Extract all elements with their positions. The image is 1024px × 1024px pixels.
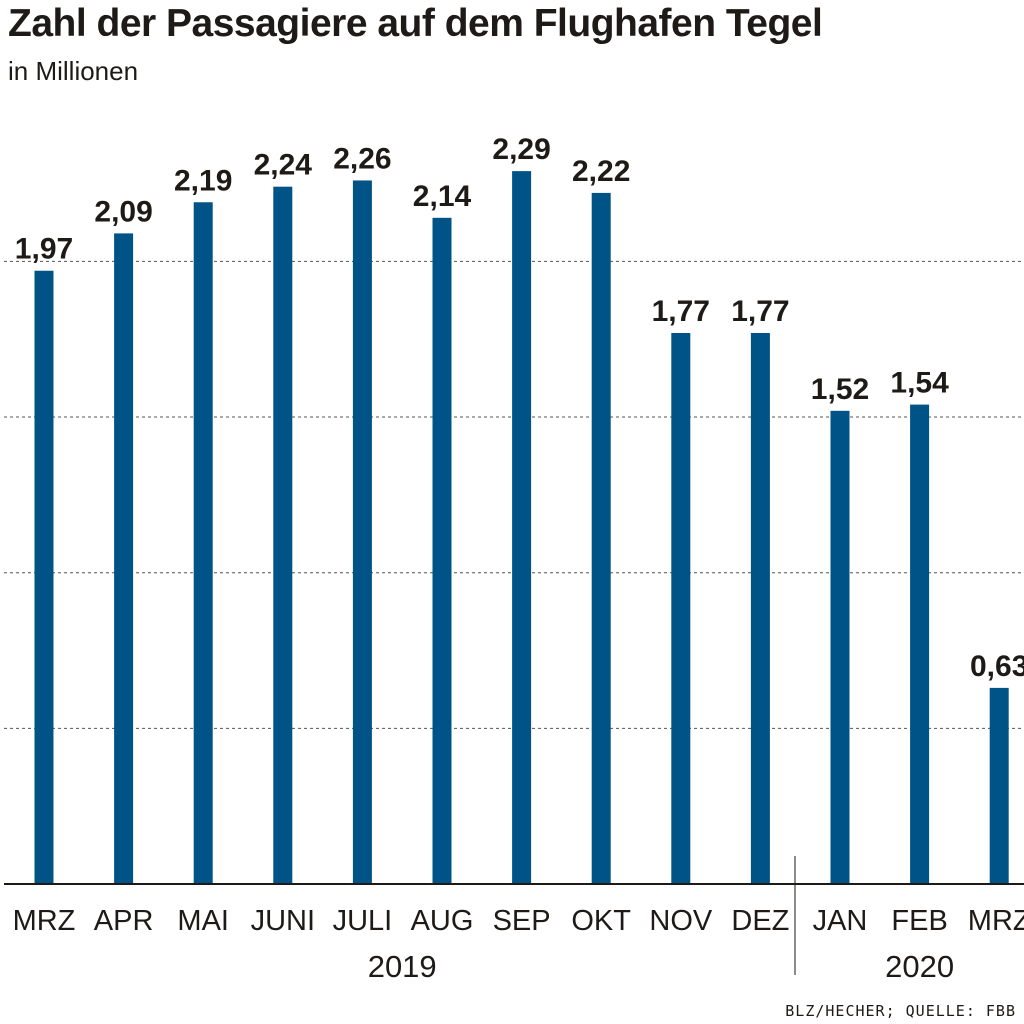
x-tick-label: MRZ — [13, 905, 76, 937]
chart-title: Zahl der Passagiere auf dem Flughafen Te… — [8, 2, 823, 45]
bar-feb-11 — [910, 404, 930, 884]
value-label: 2,14 — [413, 180, 472, 213]
value-label: 1,52 — [811, 373, 869, 406]
bar-dez-9 — [750, 332, 770, 884]
chart-subtitle: in Millionen — [8, 56, 139, 86]
value-label: 2,19 — [174, 164, 232, 197]
value-label: 1,54 — [890, 367, 949, 400]
value-label: 2,29 — [492, 133, 550, 166]
x-tick-label: JUNI — [251, 905, 315, 937]
value-labels: 1,97 2,09 2,19 2,24 2,26 2,14 2,29 2,22 1,77 1,77… — [15, 133, 1024, 683]
bar-mrz-0 — [34, 270, 54, 884]
bar-okt-7 — [591, 192, 611, 884]
x-tick-label: APR — [94, 905, 154, 937]
x-tick-label: JULI — [333, 905, 393, 937]
value-label: 0,63 — [970, 650, 1024, 683]
value-label: 2,24 — [254, 149, 313, 182]
x-tick-label: JAN — [813, 905, 868, 937]
x-tick-label: MRZ — [968, 905, 1024, 937]
bar-juli-4 — [352, 180, 372, 884]
x-tick-label: NOV — [649, 905, 713, 937]
x-tick-label: FEB — [891, 905, 947, 937]
value-label: 2,09 — [94, 195, 152, 228]
year-labels: 2019 2020 — [368, 949, 954, 984]
value-label: 2,26 — [333, 142, 391, 175]
x-tick-labels: MRZ APR MAI JUNI JULI AUG SEP OKT NOV DEZ JAN FEB MR… — [13, 905, 1024, 937]
bar-sep-6 — [512, 171, 532, 885]
bar-juni-3 — [273, 186, 293, 885]
x-tick-label: DEZ — [731, 905, 789, 937]
bar-mai-2 — [193, 202, 213, 885]
year-label-2019: 2019 — [368, 949, 437, 984]
x-tick-label: MAI — [177, 905, 229, 937]
x-tick-label: OKT — [571, 905, 631, 937]
x-tick-label: SEP — [493, 905, 551, 937]
bar-aug-5 — [432, 217, 452, 884]
year-label-2020: 2020 — [885, 949, 954, 984]
bar-jan-10 — [830, 410, 850, 884]
x-tick-label: AUG — [411, 905, 474, 937]
value-label: 1,77 — [731, 295, 789, 328]
bar-apr-1 — [114, 233, 134, 884]
value-label: 2,22 — [572, 155, 630, 188]
value-label: 1,77 — [652, 295, 710, 328]
value-label: 1,97 — [15, 233, 73, 266]
bar-mrz-12 — [989, 687, 1009, 884]
bar-nov-8 — [671, 332, 691, 884]
bars — [34, 171, 1009, 885]
source-credit: BLZ/HECHER; QUELLE: FBB — [785, 1002, 1016, 1020]
